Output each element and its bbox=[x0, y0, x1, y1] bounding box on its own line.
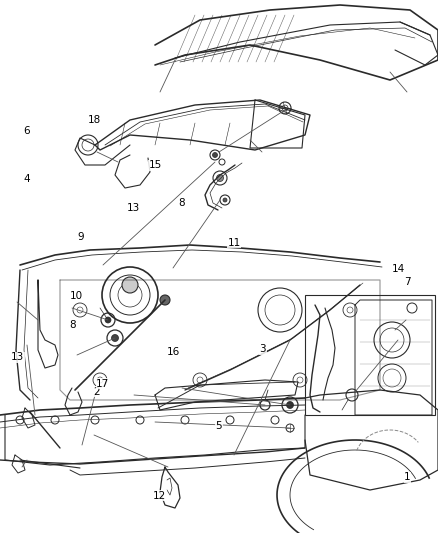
Text: 5: 5 bbox=[215, 422, 223, 431]
Circle shape bbox=[216, 174, 223, 182]
Circle shape bbox=[223, 198, 227, 202]
Text: 8: 8 bbox=[69, 320, 76, 330]
Circle shape bbox=[160, 295, 170, 305]
Text: 6: 6 bbox=[23, 126, 30, 135]
Text: 13: 13 bbox=[127, 203, 140, 213]
Text: 7: 7 bbox=[404, 278, 411, 287]
Circle shape bbox=[122, 277, 138, 293]
Text: 10: 10 bbox=[70, 291, 83, 301]
Text: 12: 12 bbox=[153, 491, 166, 500]
Circle shape bbox=[286, 401, 293, 408]
Text: 13: 13 bbox=[11, 352, 24, 362]
Circle shape bbox=[105, 317, 111, 323]
Text: 9: 9 bbox=[78, 232, 85, 242]
Bar bbox=[305, 295, 435, 415]
Text: 3: 3 bbox=[259, 344, 266, 354]
Text: 18: 18 bbox=[88, 115, 101, 125]
Circle shape bbox=[112, 335, 119, 342]
Text: 14: 14 bbox=[392, 264, 405, 274]
Circle shape bbox=[212, 152, 218, 157]
Text: 11: 11 bbox=[228, 238, 241, 247]
Text: 8: 8 bbox=[178, 198, 185, 207]
Text: 2: 2 bbox=[93, 387, 100, 397]
Text: 1: 1 bbox=[404, 472, 411, 482]
Text: 17: 17 bbox=[96, 379, 110, 389]
Text: 16: 16 bbox=[166, 347, 180, 357]
Text: 15: 15 bbox=[149, 160, 162, 170]
Text: 4: 4 bbox=[23, 174, 30, 183]
